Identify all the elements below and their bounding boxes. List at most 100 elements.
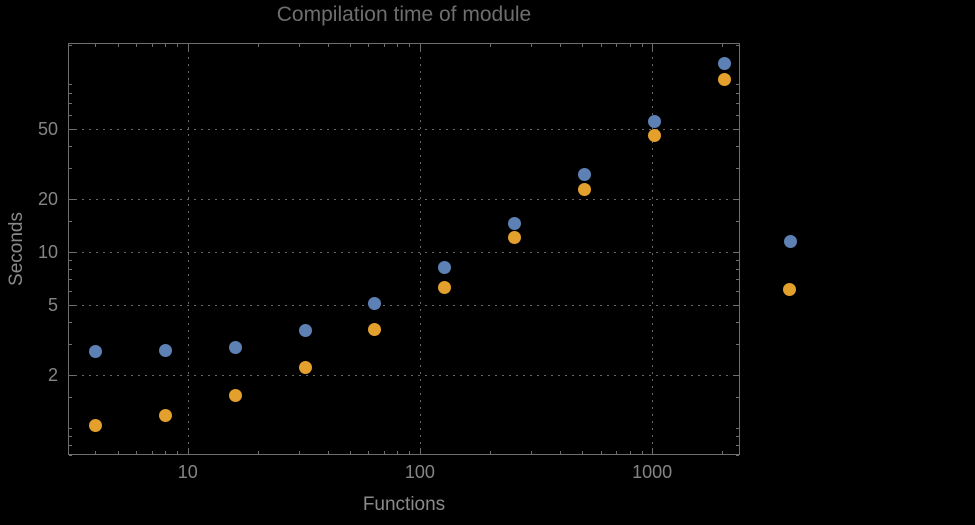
x-tick bbox=[368, 451, 370, 454]
data-point-blue-series bbox=[508, 216, 522, 230]
x-tick-label-10: 10 bbox=[177, 462, 198, 482]
y-tick-right bbox=[736, 268, 739, 270]
x-tick-top bbox=[409, 44, 411, 47]
y-tick bbox=[69, 343, 72, 345]
x-tick bbox=[600, 451, 602, 454]
y-tick-right bbox=[736, 145, 739, 147]
gridline-y-2 bbox=[68, 374, 740, 376]
y-tick-right bbox=[736, 455, 739, 456]
x-tick-top bbox=[616, 44, 618, 47]
y-tick-label-50: 50 bbox=[37, 118, 58, 139]
gridline-y-10 bbox=[68, 251, 740, 253]
y-tick bbox=[69, 444, 72, 446]
gridline-y-20 bbox=[68, 198, 740, 200]
data-point-orange-series bbox=[438, 280, 452, 294]
y-tick-right bbox=[736, 290, 739, 292]
gridline-y-50 bbox=[68, 128, 740, 130]
x-tick-top bbox=[489, 44, 491, 47]
x-tick-top bbox=[177, 44, 179, 47]
x-axis-label: Functions bbox=[362, 494, 446, 515]
x-tick-top bbox=[151, 44, 153, 47]
x-tick-top bbox=[136, 44, 138, 47]
data-point-orange-series bbox=[648, 128, 662, 142]
x-tick bbox=[559, 451, 561, 454]
y-tick bbox=[69, 167, 72, 169]
data-point-orange-series bbox=[578, 183, 592, 197]
data-point-blue-series bbox=[578, 168, 592, 182]
y-tick-right bbox=[736, 427, 739, 429]
y-tick bbox=[69, 93, 72, 95]
x-tick bbox=[616, 451, 618, 454]
x-tick bbox=[151, 451, 153, 454]
x-tick-top bbox=[298, 44, 300, 47]
x-tick-top bbox=[350, 44, 352, 47]
x-tick-top bbox=[419, 44, 421, 50]
y-tick bbox=[69, 220, 72, 222]
x-tick bbox=[419, 448, 421, 454]
gridline-x-10 bbox=[187, 43, 189, 455]
y-tick-label-10: 10 bbox=[37, 241, 58, 262]
gridline-y-5 bbox=[68, 304, 740, 306]
y-tick bbox=[69, 45, 72, 46]
x-tick bbox=[383, 451, 385, 454]
data-point-blue-series bbox=[438, 260, 452, 274]
y-tick bbox=[69, 268, 72, 270]
x-tick bbox=[530, 451, 532, 454]
x-tick-top bbox=[600, 44, 602, 47]
x-tick bbox=[350, 451, 352, 454]
y-tick-right bbox=[736, 444, 739, 446]
x-tick-top bbox=[722, 44, 724, 47]
x-tick bbox=[298, 451, 300, 454]
y-tick-right bbox=[736, 93, 739, 95]
x-tick bbox=[582, 451, 584, 454]
x-tick-label-100: 100 bbox=[404, 462, 435, 482]
y-tick-right bbox=[736, 259, 739, 261]
y-tick bbox=[69, 103, 72, 105]
y-tick-label-2: 2 bbox=[47, 364, 58, 385]
y-tick bbox=[69, 455, 72, 456]
x-tick-top bbox=[397, 44, 399, 47]
y-tick bbox=[69, 251, 75, 253]
y-tick-right bbox=[736, 220, 739, 222]
data-point-blue-series bbox=[717, 57, 731, 71]
data-point-orange-series bbox=[368, 323, 382, 337]
data-point-blue-series bbox=[158, 343, 172, 357]
x-tick bbox=[652, 448, 654, 454]
x-tick-top bbox=[383, 44, 385, 47]
x-tick bbox=[187, 448, 189, 454]
data-point-blue-series bbox=[368, 296, 382, 310]
y-tick-right bbox=[736, 103, 739, 105]
x-tick-top bbox=[641, 44, 643, 47]
x-tick-top bbox=[165, 44, 167, 47]
y-tick bbox=[69, 321, 72, 323]
data-point-blue-series bbox=[298, 324, 312, 338]
x-tick bbox=[327, 451, 329, 454]
y-tick-label-20: 20 bbox=[37, 188, 58, 209]
x-tick-top bbox=[652, 44, 654, 50]
data-point-blue-series bbox=[648, 115, 662, 129]
x-tick bbox=[95, 451, 97, 454]
y-tick-label-5: 5 bbox=[47, 294, 58, 315]
plot-frame bbox=[68, 43, 740, 455]
y-tick bbox=[69, 145, 72, 147]
y-tick-right bbox=[736, 435, 739, 437]
y-tick bbox=[69, 290, 72, 292]
y-tick bbox=[69, 396, 72, 398]
y-tick-right bbox=[736, 321, 739, 323]
x-tick-top bbox=[629, 44, 631, 47]
x-tick bbox=[629, 451, 631, 454]
x-tick-top bbox=[582, 44, 584, 47]
y-tick-right bbox=[736, 167, 739, 169]
gridline-x-1000 bbox=[652, 43, 654, 455]
data-point-orange-series bbox=[717, 72, 731, 86]
y-tick bbox=[69, 427, 72, 429]
legend-marker-blue bbox=[783, 234, 797, 248]
x-tick bbox=[489, 451, 491, 454]
x-tick-label-1000: 1000 bbox=[632, 462, 673, 482]
y-tick bbox=[69, 304, 75, 306]
chart-title: Compilation time of module bbox=[276, 3, 532, 26]
data-point-orange-series bbox=[158, 408, 172, 422]
y-tick bbox=[69, 374, 75, 376]
x-tick bbox=[117, 451, 119, 454]
